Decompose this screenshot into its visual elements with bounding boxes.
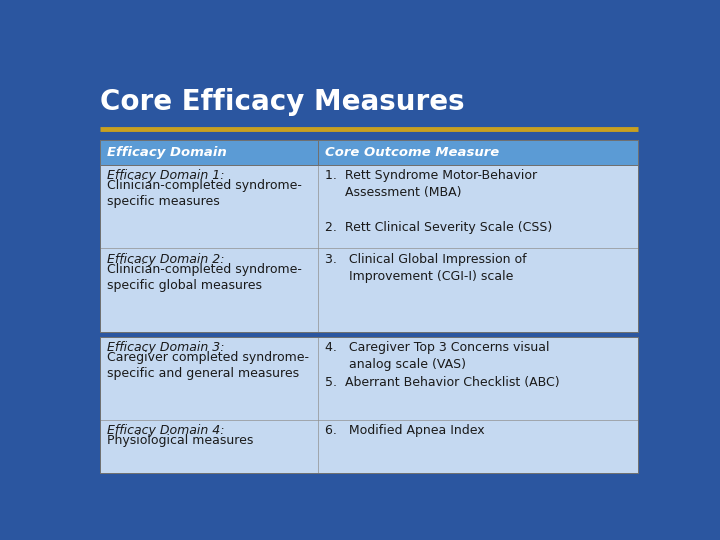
Bar: [100, 140, 318, 165]
Bar: [318, 140, 638, 165]
Text: Physiological measures: Physiological measures: [107, 434, 253, 448]
Bar: [100, 165, 638, 332]
Text: 6.   Modified Apnea Index: 6. Modified Apnea Index: [325, 424, 485, 437]
Text: Efficacy Domain 3:: Efficacy Domain 3:: [107, 341, 225, 354]
Text: 3.   Clinical Global Impression of
      Improvement (CGI-I) scale: 3. Clinical Global Impression of Improve…: [325, 253, 527, 283]
Text: 1.  Rett Syndrome Motor-Behavior
     Assessment (MBA)

2.  Rett Clinical Severi: 1. Rett Syndrome Motor-Behavior Assessme…: [325, 169, 552, 234]
Text: 4.   Caregiver Top 3 Concerns visual
      analog scale (VAS)
5.  Aberrant Behav: 4. Caregiver Top 3 Concerns visual analo…: [325, 341, 559, 389]
Text: Efficacy Domain 4:: Efficacy Domain 4:: [107, 424, 225, 437]
Text: Core Efficacy Measures: Core Efficacy Measures: [100, 87, 464, 116]
Text: Core Outcome Measure: Core Outcome Measure: [325, 146, 499, 159]
Bar: [100, 140, 638, 473]
Text: Efficacy Domain 2:: Efficacy Domain 2:: [107, 253, 225, 266]
Text: Efficacy Domain 1:: Efficacy Domain 1:: [107, 169, 225, 182]
Bar: [100, 336, 638, 473]
Text: Efficacy Domain: Efficacy Domain: [107, 146, 227, 159]
Text: Caregiver completed syndrome-
specific and general measures: Caregiver completed syndrome- specific a…: [107, 350, 310, 380]
Text: Clinician-completed syndrome-
specific global measures: Clinician-completed syndrome- specific g…: [107, 262, 302, 292]
Text: Clinician-completed syndrome-
specific measures: Clinician-completed syndrome- specific m…: [107, 179, 302, 208]
